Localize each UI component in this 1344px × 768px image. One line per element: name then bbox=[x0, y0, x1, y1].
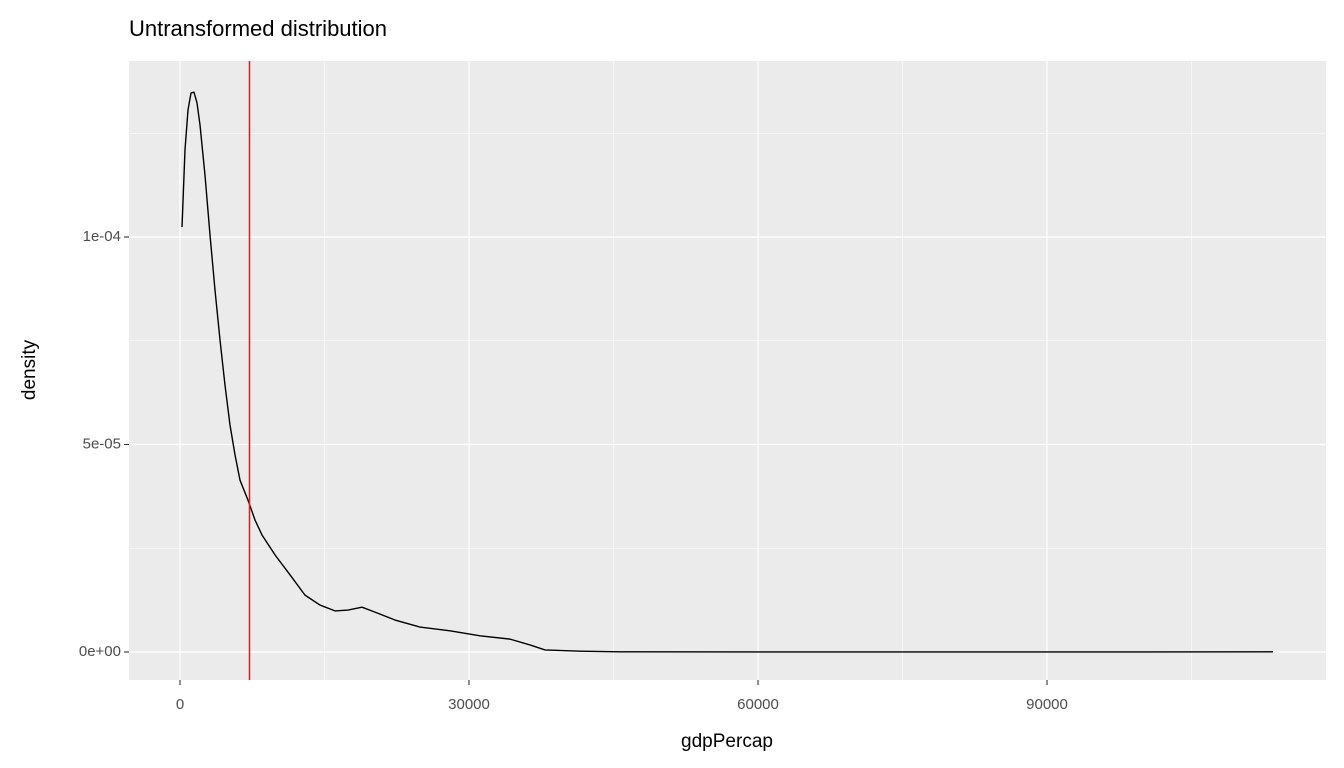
x-tick-label: 60000 bbox=[737, 696, 779, 713]
y-tick-label: 5e-05 bbox=[83, 435, 121, 452]
x-tick-label: 0 bbox=[176, 696, 184, 713]
y-tick-label: 0e+00 bbox=[79, 643, 121, 660]
density-line bbox=[181, 91, 1274, 653]
chart-title: Untransformed distribution bbox=[129, 16, 387, 41]
plot-panel bbox=[129, 61, 1326, 680]
y-tick-label: 1e-04 bbox=[83, 228, 121, 245]
x-axis-title: gdpPercap bbox=[681, 731, 773, 752]
y-axis-title: density bbox=[19, 339, 40, 400]
x-tick-label: 90000 bbox=[1026, 696, 1068, 713]
x-tick-label: 30000 bbox=[448, 696, 490, 713]
